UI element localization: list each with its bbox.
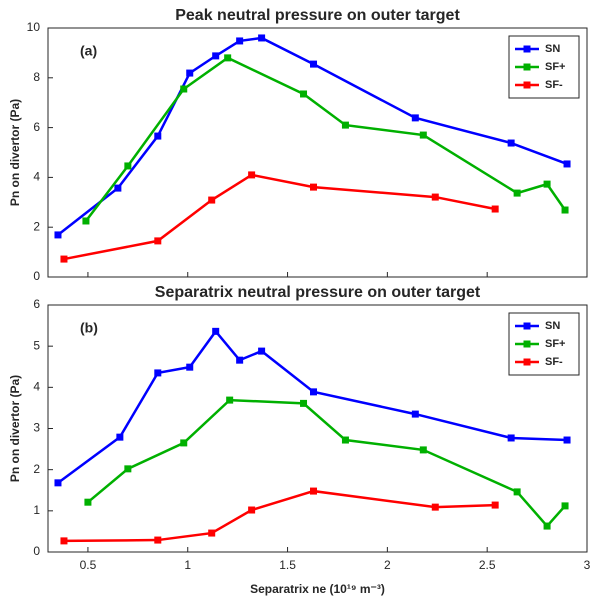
point: [84, 498, 92, 506]
legend-label: SF+: [545, 61, 565, 73]
chart-title: Separatrix neutral pressure on outer tar…: [155, 284, 481, 301]
x-tick-label: 0.5: [80, 558, 97, 572]
point: [212, 327, 220, 335]
y-axis-label: Pn on divertor (Pa): [8, 99, 22, 206]
point: [224, 54, 232, 62]
y-tick-label: 4: [33, 380, 40, 394]
point: [513, 189, 521, 197]
point: [411, 410, 419, 418]
point: [60, 537, 68, 545]
y-tick-label: 0: [33, 544, 40, 558]
point: [300, 90, 308, 98]
y-tick-label: 3: [33, 421, 40, 435]
legend-marker: [523, 45, 531, 53]
x-tick-label: 2.5: [479, 558, 496, 572]
point: [563, 436, 571, 444]
point: [116, 433, 124, 441]
x-tick-label: 1.5: [279, 558, 296, 572]
legend-marker: [523, 81, 531, 89]
y-tick-label: 10: [27, 20, 41, 34]
point: [82, 217, 90, 225]
point: [258, 34, 266, 42]
point: [124, 465, 132, 473]
point: [419, 446, 427, 454]
x-tick-label: 1: [184, 558, 191, 572]
point: [54, 479, 62, 487]
point: [154, 369, 162, 377]
legend-label: SF+: [545, 338, 565, 350]
point: [114, 184, 122, 192]
point: [258, 347, 266, 355]
point: [236, 37, 244, 45]
point: [124, 162, 132, 170]
point: [341, 121, 349, 129]
y-tick-label: 6: [33, 297, 40, 311]
series-line: [84, 56, 567, 222]
point: [507, 434, 515, 442]
point: [180, 85, 188, 93]
point: [212, 52, 220, 60]
point: [180, 439, 188, 447]
point: [154, 536, 162, 544]
point: [226, 396, 234, 404]
y-tick-label: 6: [33, 120, 40, 134]
y-tick-label: 4: [33, 170, 40, 184]
point: [561, 206, 569, 214]
point: [154, 237, 162, 245]
chart-title: Peak neutral pressure on outer target: [175, 7, 460, 24]
y-axis-label: Pn on divertor (Pa): [8, 375, 22, 482]
point: [341, 436, 349, 444]
y-tick-label: 1: [33, 503, 40, 517]
legend-label: SF-: [545, 79, 563, 91]
point: [310, 183, 318, 191]
plot-area: [47, 304, 588, 553]
point: [186, 363, 194, 371]
point: [491, 501, 499, 509]
point: [491, 205, 499, 213]
point: [507, 139, 515, 147]
point: [411, 114, 419, 122]
point: [208, 529, 216, 537]
point: [310, 388, 318, 396]
legend-marker: [523, 322, 531, 330]
y-tick-label: 5: [33, 338, 40, 352]
y-tick-label: 0: [33, 269, 40, 283]
x-tick-label: 3: [584, 558, 591, 572]
point: [543, 180, 551, 188]
y-tick-label: 2: [33, 462, 40, 476]
point: [561, 502, 569, 510]
point: [300, 399, 308, 407]
legend-marker: [523, 340, 531, 348]
legend-label: SN: [545, 43, 560, 55]
point: [431, 503, 439, 511]
point: [186, 69, 194, 77]
series-line: [87, 398, 566, 528]
annotation: (b): [80, 320, 98, 336]
legend-label: SN: [545, 320, 560, 332]
point: [208, 196, 216, 204]
point: [513, 488, 521, 496]
point: [563, 160, 571, 168]
point: [60, 255, 68, 263]
point: [419, 131, 427, 139]
point: [54, 231, 62, 239]
annotation: (a): [80, 43, 97, 59]
legend-marker: [523, 63, 531, 71]
legend-label: SF-: [545, 356, 563, 368]
point: [543, 522, 551, 530]
x-axis-label: Separatrix ne (10¹⁹ m⁻³): [250, 582, 385, 596]
point: [310, 60, 318, 68]
point: [154, 132, 162, 140]
point: [248, 171, 256, 179]
x-tick-label: 2: [384, 558, 391, 572]
y-tick-label: 8: [33, 70, 40, 84]
point: [236, 356, 244, 364]
legend-marker: [523, 358, 531, 366]
point: [431, 193, 439, 201]
point: [310, 487, 318, 495]
point: [248, 506, 256, 514]
y-tick-label: 2: [33, 219, 40, 233]
